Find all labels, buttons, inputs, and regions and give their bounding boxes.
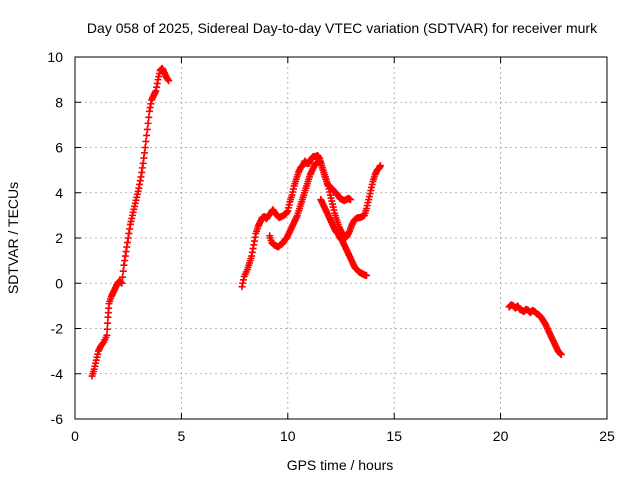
x-tick-label: 0 (71, 428, 79, 444)
x-tick-label: 25 (599, 428, 615, 444)
data-point (119, 267, 127, 275)
data-point (143, 131, 151, 139)
y-tick-label: 8 (55, 94, 63, 110)
data-point (103, 325, 111, 333)
data-point (118, 279, 126, 287)
x-tick-label: 20 (493, 428, 509, 444)
data-point (104, 319, 112, 327)
data-point (103, 331, 111, 339)
y-tick-label: -6 (51, 411, 64, 427)
data-point (99, 340, 107, 348)
data-point (143, 125, 151, 133)
y-tick-label: 6 (55, 140, 63, 156)
y-tick-label: 2 (55, 230, 63, 246)
axis-ticks: 0 5 10 15 20 25 -6 -4 -2 0 2 4 6 8 10 (47, 49, 615, 444)
data-point (145, 113, 153, 121)
y-axis-label: SDTVAR / TECUs (5, 182, 21, 294)
x-tick-label: 5 (178, 428, 186, 444)
data-point (347, 196, 355, 204)
data-point (144, 119, 152, 127)
data-point (363, 271, 371, 279)
y-tick-label: 0 (55, 275, 63, 291)
chart-title: Day 058 of 2025, Sidereal Day-to-day VTE… (87, 20, 598, 36)
data-points (88, 64, 565, 380)
y-tick-label: 4 (55, 185, 63, 201)
x-tick-label: 15 (386, 428, 402, 444)
y-tick-label: -4 (51, 366, 64, 382)
x-tick-label: 10 (280, 428, 296, 444)
data-point (165, 77, 173, 85)
data-point (142, 137, 150, 145)
data-point (557, 351, 565, 359)
data-point (141, 144, 149, 151)
y-tick-label: -2 (51, 321, 64, 337)
data-point (376, 162, 384, 170)
data-point (119, 273, 127, 281)
y-tick-label: 10 (47, 49, 63, 65)
plot-frame (74, 56, 608, 420)
x-axis-label: GPS time / hours (287, 457, 394, 473)
